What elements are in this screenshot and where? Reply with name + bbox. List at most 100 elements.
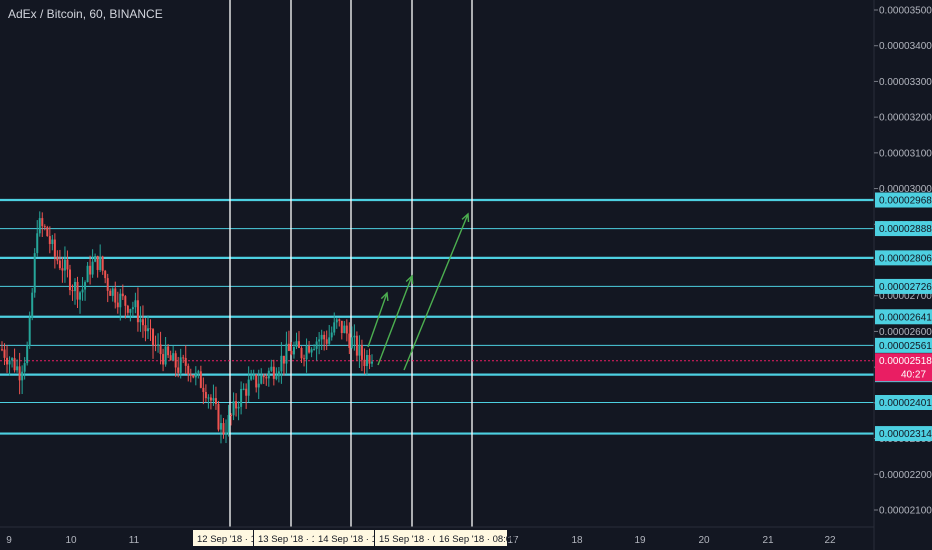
candle-body <box>141 319 144 326</box>
candle-body <box>51 239 54 245</box>
candle-body <box>235 401 238 409</box>
price-axis <box>874 0 932 550</box>
candle-body <box>310 349 313 353</box>
candle-body <box>18 366 21 381</box>
candle-body <box>167 346 170 356</box>
candle-body <box>21 371 24 381</box>
level-price-tag <box>875 426 932 442</box>
x-tick-label: 21 <box>762 535 774 546</box>
candle-body <box>71 290 74 292</box>
current-price-label: 0.00002518 <box>879 356 932 367</box>
candle-body <box>355 335 358 356</box>
candle-body <box>101 256 104 271</box>
time-label-box <box>435 530 507 546</box>
candle-body <box>126 305 129 313</box>
candle-body <box>159 344 162 355</box>
candle-body <box>225 432 228 435</box>
candle-body <box>121 293 124 297</box>
candle-body <box>202 387 205 392</box>
time-label-box <box>254 530 314 546</box>
candle-body <box>371 361 373 364</box>
level-price-tag <box>875 395 932 410</box>
time-label-box <box>375 530 435 546</box>
candle-body <box>28 317 31 346</box>
candle-body <box>365 355 368 367</box>
candle-body <box>328 337 331 344</box>
candle-body <box>280 355 283 372</box>
candle-body <box>53 239 56 257</box>
candle-body <box>192 375 195 378</box>
candle-body <box>94 255 97 262</box>
candle-body <box>262 375 265 378</box>
candle-body <box>104 270 107 279</box>
time-label: 16 Sep '18 · 08:00 <box>439 534 516 545</box>
candle-body <box>227 415 230 433</box>
candle-body <box>350 337 353 348</box>
y-tick-label: 0.00003500 <box>879 6 932 17</box>
y-tick-label: 0.00003400 <box>879 41 932 52</box>
countdown-label: 40:27 <box>901 370 926 381</box>
candle-body <box>124 296 127 306</box>
candle-body <box>255 374 258 388</box>
candle-body <box>189 374 192 376</box>
candle-body <box>285 343 288 364</box>
candle-body <box>68 269 71 291</box>
level-price-tag <box>875 309 932 325</box>
candle-body <box>323 334 326 340</box>
candle-body <box>144 325 147 332</box>
candle-body <box>131 307 134 310</box>
candle-body <box>250 376 253 380</box>
candle-body <box>199 371 202 388</box>
candle-body <box>287 343 290 351</box>
candle-body <box>58 260 61 269</box>
candle-body <box>66 259 69 270</box>
candle-body <box>340 320 343 333</box>
candle-body <box>214 398 217 405</box>
candle-body <box>222 423 225 435</box>
candle-body <box>330 332 333 338</box>
time-label: 13 Sep '18 · 11 <box>258 534 321 545</box>
candle-body <box>129 309 132 313</box>
candle-body <box>245 388 248 396</box>
candle-body <box>33 253 36 293</box>
candle-body <box>368 355 371 364</box>
candle-body <box>1 349 3 351</box>
candle-body <box>146 328 149 332</box>
candle-body <box>41 218 44 227</box>
candle-body <box>252 374 255 377</box>
candle-body <box>204 391 207 399</box>
y-tick-label: 0.00002600 <box>879 327 932 338</box>
candle-body <box>162 354 165 365</box>
candle-body <box>290 350 293 355</box>
candle-body <box>219 423 222 430</box>
candle-body <box>16 366 19 371</box>
candle-body <box>63 259 66 271</box>
candle-body <box>267 370 270 379</box>
candle-body <box>282 355 285 364</box>
candle-body <box>257 383 260 388</box>
candle-body <box>31 292 34 318</box>
candle-body <box>338 319 341 321</box>
candle-body <box>96 255 99 270</box>
candle-body <box>79 292 82 300</box>
x-tick-label: 17 <box>507 535 519 546</box>
candle-body <box>3 349 6 358</box>
y-tick-label: 0.00003200 <box>879 113 932 124</box>
candle-body <box>237 406 240 409</box>
candle-body <box>23 363 26 372</box>
candle-body <box>303 358 306 360</box>
level-price-label: 0.00002314 <box>879 429 932 440</box>
candle-body <box>358 345 361 356</box>
level-price-tag <box>875 278 932 294</box>
time-label: 12 Sep '18 · 12 <box>197 534 261 545</box>
x-tick-label: 19 <box>634 535 646 546</box>
candle-body <box>232 401 235 416</box>
candle-body <box>76 281 79 300</box>
projection-arrow <box>403 213 469 371</box>
candle-body <box>217 404 220 430</box>
candle-body <box>363 359 366 367</box>
candle-body <box>272 366 275 379</box>
candle-body <box>260 375 263 384</box>
candle-body <box>348 333 351 348</box>
